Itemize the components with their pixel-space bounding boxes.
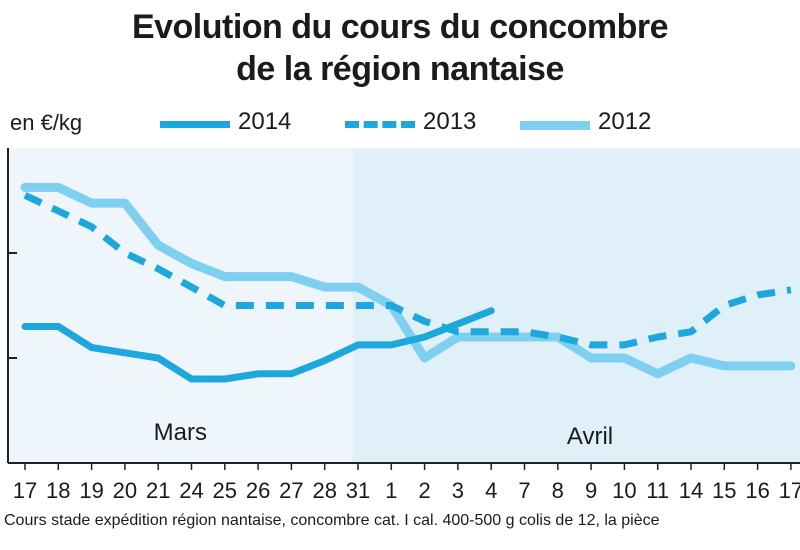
- x-tick-label: 17: [13, 478, 37, 503]
- legend-label-2014: 2014: [238, 108, 292, 135]
- x-tick-label: 31: [346, 478, 370, 503]
- x-tick-label: 11: [646, 478, 669, 503]
- x-tick-label: 4: [485, 478, 497, 503]
- legend-swatch-2014: [160, 121, 230, 128]
- y-axis-unit: en €/kg: [10, 110, 83, 135]
- series-line-2012: [20, 182, 796, 379]
- period-band-avril: [352, 148, 800, 463]
- legend-swatch-2013: [345, 121, 415, 128]
- x-tick-label: 10: [612, 478, 636, 503]
- x-tick-label: 24: [179, 478, 203, 503]
- legend-label-2013: 2013: [423, 108, 477, 135]
- x-tick-label: 16: [745, 478, 769, 503]
- x-tick-label: 27: [279, 478, 303, 503]
- x-tick-label: 21: [146, 478, 170, 503]
- period-label-mars: Mars: [154, 419, 207, 446]
- series-line-2014: [21, 307, 495, 383]
- legend-label-2012: 2012: [598, 108, 652, 135]
- chart-title-line-1: Evolution du cours du concombre: [131, 8, 669, 46]
- chart-footnote: Cours stade expédition région nantaise, …: [4, 512, 660, 529]
- x-tick-label: 9: [585, 478, 597, 503]
- x-tick-label: 7: [518, 478, 530, 503]
- x-tick-label: 2: [418, 478, 430, 503]
- x-tick-label: 20: [113, 478, 137, 503]
- x-tick-label: 28: [312, 478, 336, 503]
- x-tick-label: 14: [679, 478, 703, 503]
- x-tick-label: 25: [213, 478, 237, 503]
- x-tick-label: 8: [552, 478, 564, 503]
- period-band-mars: [8, 148, 353, 463]
- x-tick-label: 26: [246, 478, 270, 503]
- x-tick-label: 17: [779, 478, 800, 503]
- x-tick-label: 19: [79, 478, 103, 503]
- legend-item-2012: 2012: [520, 107, 660, 137]
- x-tick-label: 3: [452, 478, 464, 503]
- period-label-avril: Avril: [567, 423, 613, 450]
- series-line-2013: [23, 192, 792, 349]
- legend-item-2014: 2014: [160, 107, 300, 137]
- x-tick-label: 15: [712, 478, 736, 503]
- legend-item-2013: 2013: [345, 107, 485, 137]
- x-tick-label: 1: [385, 478, 397, 503]
- x-tick-label: 18: [46, 478, 70, 503]
- legend-swatch-2012: [520, 121, 590, 130]
- chart-title: Evolution du cours du concombre de la ré…: [0, 6, 800, 90]
- chart-title-line-2: de la région nantaise: [236, 50, 564, 88]
